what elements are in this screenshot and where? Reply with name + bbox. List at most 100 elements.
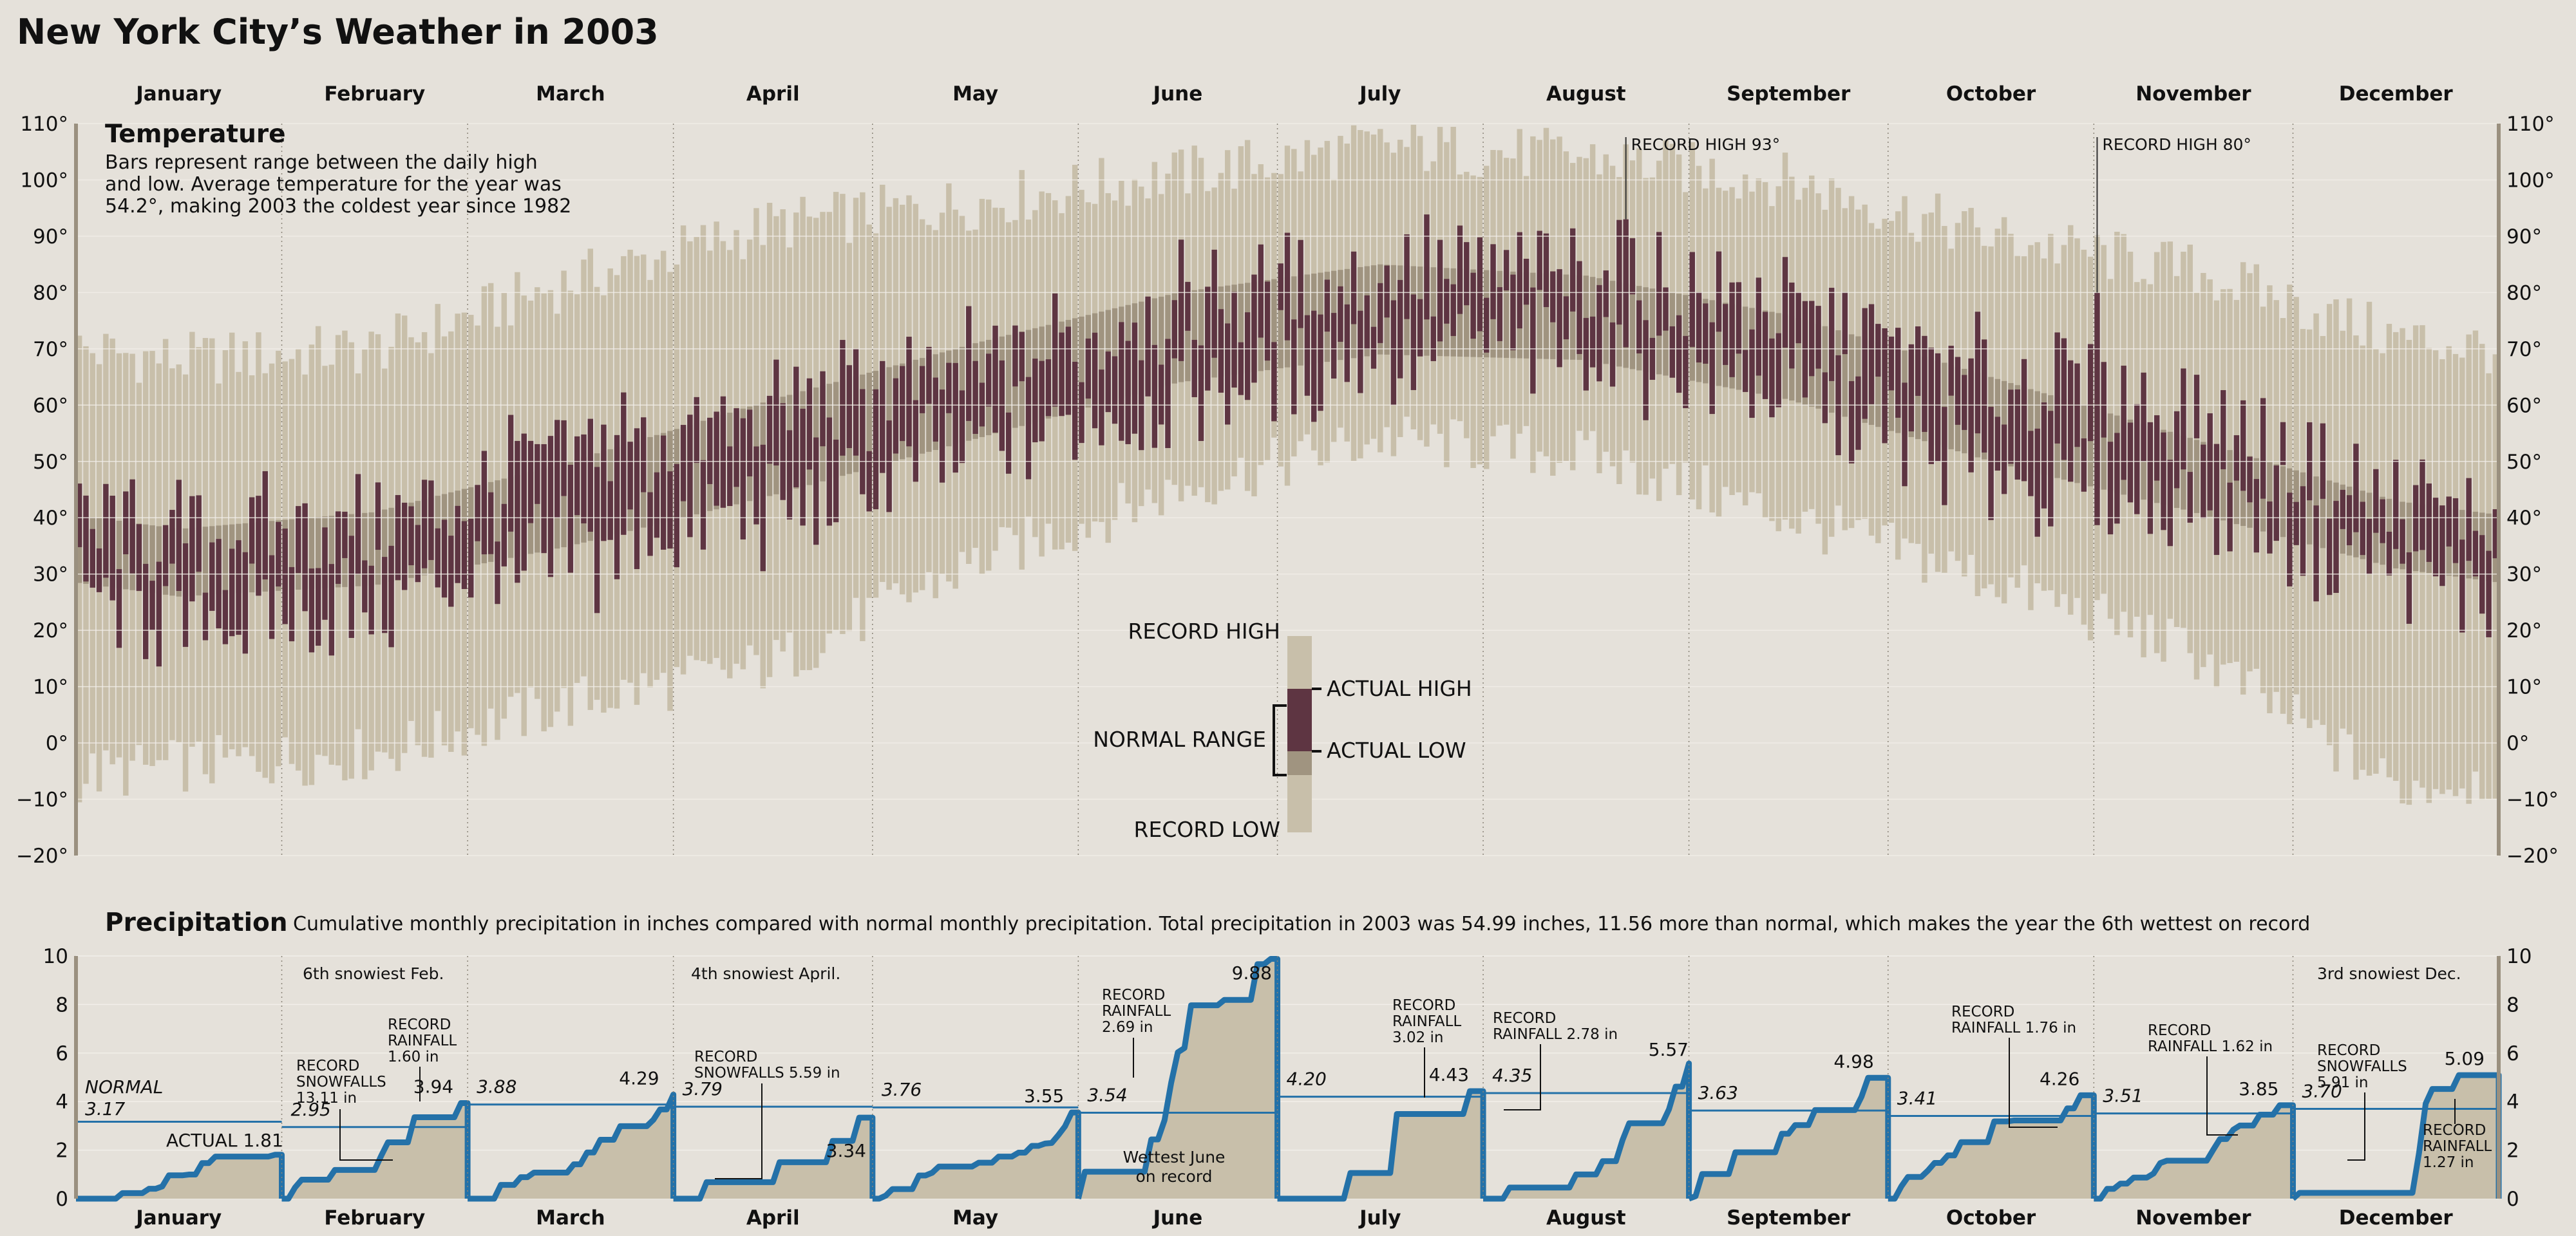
actual-temperature-bar — [1868, 304, 1875, 404]
actual-temperature-bar — [1656, 232, 1662, 336]
actual-temperature-bar — [2366, 519, 2372, 575]
actual-temperature-bar — [1683, 335, 1689, 409]
actual-temperature-bar — [222, 590, 229, 644]
actual-precipitation-line — [281, 1100, 471, 1202]
actual-temperature-bar — [475, 485, 480, 541]
normal-range-bar — [1158, 296, 1164, 388]
actual-temperature-bar — [2154, 415, 2160, 481]
normal-range-bar — [2406, 502, 2412, 570]
normal-range-bar — [315, 517, 321, 589]
actual-temperature-bar — [1284, 232, 1291, 341]
actual-temperature-bar — [315, 568, 321, 646]
actual-temperature-bar — [1264, 281, 1271, 361]
actual-temperature-bar — [906, 337, 912, 447]
temperature-description-line-2: and low. Average temperature for the yea… — [105, 173, 562, 196]
actual-temperature-bar — [1039, 360, 1045, 442]
actual-temperature-bar — [2134, 404, 2140, 514]
actual-temperature-bar — [966, 306, 972, 421]
actual-temperature-bar — [1676, 315, 1682, 393]
actual-temperature-bar — [2094, 292, 2100, 525]
actual-temperature-bar — [1503, 250, 1510, 291]
month-label-bottom: February — [324, 1206, 425, 1230]
normal-range-bar — [1569, 275, 1576, 360]
month-label-bottom: June — [1152, 1206, 1203, 1230]
temperature-tick-right: 0° — [2506, 732, 2529, 755]
month-label-bottom: November — [2136, 1206, 2251, 1230]
month-label-top: January — [135, 82, 222, 106]
actual-temperature-bar — [1457, 225, 1463, 314]
actual-temperature-bar — [1397, 279, 1403, 379]
actual-temperature-bar — [1019, 332, 1025, 382]
record-oct-rain-2: RAINFALL 1.76 in — [1951, 1020, 2076, 1036]
actual-temperature-bar — [1795, 292, 1801, 344]
actual-temperature-bar — [1623, 219, 1629, 348]
actual-temperature-bar — [634, 428, 640, 570]
normal-range-bar — [535, 470, 540, 553]
temperature-axes: 110° 110° 100° 100° 90° 90° 80° 80° 70° 70° 60° 60°… — [16, 113, 2559, 868]
actual-temperature-bar — [328, 564, 335, 656]
actual-temperature-bar — [2034, 428, 2040, 537]
actual-temperature-bar — [236, 540, 242, 635]
note-apr-snowiest: 4th snowiest April. — [691, 964, 840, 983]
normal-range-bar — [1782, 314, 1788, 399]
actual-temperature-bar — [587, 418, 594, 532]
actual-value-label-aug: 5.57 — [1649, 1039, 1689, 1060]
normal-range-bar — [2087, 407, 2094, 487]
precipitation-heading: Precipitation — [105, 908, 288, 937]
temperature-tick-left: 110° — [20, 113, 68, 136]
actual-temperature-bar — [209, 542, 215, 611]
actual-temperature-bar — [1450, 284, 1456, 336]
actual-temperature-bar — [481, 451, 488, 555]
actual-temperature-bar — [601, 424, 607, 541]
actual-temperature-bar — [335, 511, 341, 584]
month-label-top: December — [2339, 82, 2454, 106]
temperature-tick-right: 90° — [2506, 225, 2542, 248]
precipitation-fill — [2094, 1105, 2293, 1199]
actual-temperature-bar — [2400, 519, 2405, 564]
actual-temperature-bar — [1205, 286, 1211, 391]
actual-temperature-bar — [1165, 339, 1171, 449]
normal-range-bar — [1185, 291, 1191, 382]
actual-temperature-bar — [1251, 274, 1257, 383]
actual-temperature-bar — [162, 525, 169, 586]
actual-temperature-bar — [196, 495, 202, 572]
actual-temperature-bar — [1776, 333, 1781, 407]
actual-temperature-bar — [1530, 287, 1536, 394]
actual-temperature-bar — [1550, 271, 1556, 323]
actual-temperature-bar — [1158, 364, 1164, 425]
normal-range-bar — [1948, 364, 1954, 449]
month-label-top: September — [1727, 82, 1851, 106]
actual-temperature-bar — [959, 390, 965, 464]
actual-value-label: 5.09 — [2445, 1048, 2485, 1069]
actual-temperature-bar — [90, 529, 95, 588]
month-label-bottom: July — [1358, 1206, 1401, 1230]
actual-temperature-bar — [1271, 342, 1277, 422]
month-label-bottom: March — [536, 1206, 605, 1230]
temperature-tick-right: 70° — [2506, 338, 2542, 361]
record-jul-rain-1: RECORD — [1392, 997, 1455, 1014]
actual-temperature-bar — [1815, 306, 1821, 369]
normal-range-bar — [1543, 273, 1549, 359]
record-feb-rain-3: 1.60 in — [388, 1049, 439, 1065]
actual-temperature-bar — [1537, 230, 1542, 290]
actual-temperature-bar — [1669, 326, 1676, 378]
temperature-tick-left: 50° — [33, 451, 68, 474]
normal-value-label: 3.70 — [2302, 1081, 2342, 1102]
actual-temperature-bar — [1955, 357, 1961, 425]
actual-temperature-bar — [2287, 492, 2293, 586]
normal-range-bar — [2320, 478, 2326, 548]
actual-temperature-bar — [1311, 310, 1317, 422]
actual-temperature-bar — [720, 396, 726, 508]
actual-temperature-bar — [1364, 295, 1370, 350]
actual-temperature-bar — [1331, 313, 1337, 379]
actual-temperature-bar — [1430, 316, 1436, 361]
precipitation-annotations: NORMAL ACTUAL 1.81 6th snowiest Feb. 4th… — [85, 964, 2492, 1186]
actual-temperature-bar — [1278, 263, 1283, 310]
normal-range-bar — [1795, 318, 1801, 403]
actual-temperature-bar — [282, 529, 288, 624]
actual-temperature-bar — [2227, 482, 2233, 552]
actual-temperature-bar — [2008, 389, 2014, 464]
actual-temperature-bar — [1523, 258, 1530, 305]
record-feb-rain-1: RECORD — [388, 1016, 451, 1033]
actual-temperature-bar — [2021, 359, 2027, 482]
